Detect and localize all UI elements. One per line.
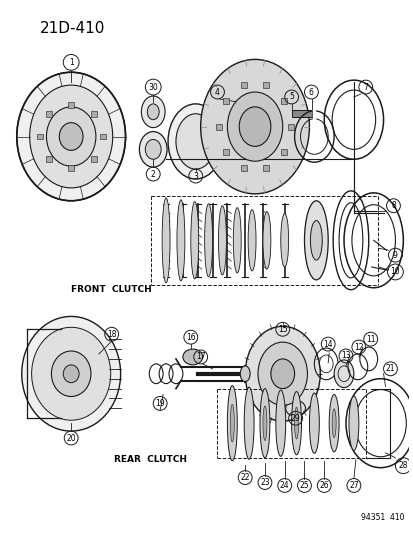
Ellipse shape bbox=[141, 96, 165, 127]
Ellipse shape bbox=[291, 392, 301, 455]
Ellipse shape bbox=[46, 107, 96, 166]
Text: 14: 14 bbox=[323, 340, 332, 349]
Ellipse shape bbox=[145, 140, 161, 159]
Ellipse shape bbox=[168, 104, 223, 179]
Bar bbox=[46, 111, 52, 117]
Bar bbox=[280, 98, 286, 104]
Ellipse shape bbox=[262, 212, 270, 269]
Ellipse shape bbox=[183, 349, 202, 365]
Text: 24: 24 bbox=[279, 481, 289, 490]
Bar bbox=[287, 124, 293, 130]
Text: 16: 16 bbox=[185, 333, 195, 342]
Text: 94351  410: 94351 410 bbox=[360, 513, 404, 522]
Text: 26: 26 bbox=[319, 481, 328, 490]
Bar bbox=[240, 82, 247, 88]
Ellipse shape bbox=[176, 114, 215, 169]
Ellipse shape bbox=[59, 123, 83, 150]
Ellipse shape bbox=[200, 59, 309, 194]
Bar bbox=[223, 98, 229, 104]
Bar bbox=[46, 156, 52, 162]
Bar bbox=[240, 165, 247, 171]
Bar bbox=[90, 156, 96, 162]
Ellipse shape bbox=[270, 359, 294, 389]
Text: 21D-410: 21D-410 bbox=[40, 21, 104, 36]
Text: 4: 4 bbox=[214, 87, 219, 96]
Ellipse shape bbox=[30, 85, 112, 188]
Ellipse shape bbox=[147, 104, 159, 120]
Bar bbox=[262, 165, 268, 171]
Text: 3: 3 bbox=[193, 172, 198, 181]
Text: 12: 12 bbox=[353, 343, 363, 352]
Ellipse shape bbox=[348, 396, 358, 450]
Ellipse shape bbox=[294, 407, 298, 439]
Text: 8: 8 bbox=[390, 201, 395, 210]
Text: 6: 6 bbox=[308, 87, 313, 96]
Ellipse shape bbox=[218, 206, 226, 275]
Ellipse shape bbox=[244, 387, 254, 459]
Bar bbox=[262, 82, 268, 88]
Text: 22: 22 bbox=[240, 473, 249, 482]
Text: 13: 13 bbox=[340, 351, 350, 360]
Ellipse shape bbox=[280, 214, 288, 267]
Bar bbox=[68, 165, 74, 171]
Ellipse shape bbox=[17, 72, 125, 201]
Text: 2: 2 bbox=[150, 169, 155, 179]
Bar bbox=[216, 124, 222, 130]
Ellipse shape bbox=[304, 201, 328, 280]
Ellipse shape bbox=[239, 107, 270, 147]
Ellipse shape bbox=[247, 209, 255, 271]
Bar bbox=[100, 134, 105, 140]
Text: 29: 29 bbox=[290, 414, 300, 423]
Text: 19: 19 bbox=[155, 399, 164, 408]
Text: 7: 7 bbox=[363, 83, 367, 92]
Ellipse shape bbox=[333, 360, 353, 387]
Ellipse shape bbox=[310, 221, 321, 260]
Ellipse shape bbox=[230, 405, 234, 442]
Ellipse shape bbox=[31, 327, 110, 420]
Ellipse shape bbox=[227, 385, 237, 461]
Ellipse shape bbox=[22, 317, 120, 431]
Ellipse shape bbox=[233, 208, 241, 273]
Ellipse shape bbox=[259, 389, 269, 458]
Ellipse shape bbox=[262, 406, 266, 440]
Bar bbox=[90, 111, 96, 117]
Ellipse shape bbox=[139, 132, 167, 167]
Ellipse shape bbox=[331, 409, 335, 438]
Ellipse shape bbox=[204, 204, 212, 277]
Text: 30: 30 bbox=[148, 83, 158, 92]
Ellipse shape bbox=[190, 202, 198, 279]
Ellipse shape bbox=[162, 198, 170, 283]
Bar bbox=[68, 102, 74, 108]
Text: 15: 15 bbox=[277, 325, 287, 334]
Bar bbox=[223, 149, 229, 155]
Text: 25: 25 bbox=[299, 481, 309, 490]
Text: 27: 27 bbox=[348, 481, 358, 490]
Text: REAR  CLUTCH: REAR CLUTCH bbox=[114, 455, 186, 464]
Bar bbox=[36, 134, 43, 140]
Text: 28: 28 bbox=[398, 461, 407, 470]
Ellipse shape bbox=[275, 390, 285, 456]
Bar bbox=[291, 110, 313, 117]
Text: 18: 18 bbox=[107, 330, 116, 338]
Text: 17: 17 bbox=[195, 352, 205, 361]
Text: 23: 23 bbox=[259, 478, 269, 487]
Text: FRONT  CLUTCH: FRONT CLUTCH bbox=[71, 285, 152, 294]
Ellipse shape bbox=[257, 342, 307, 406]
Bar bbox=[280, 149, 286, 155]
Ellipse shape bbox=[176, 200, 185, 281]
Ellipse shape bbox=[244, 326, 320, 421]
Ellipse shape bbox=[227, 92, 282, 161]
Ellipse shape bbox=[328, 394, 338, 452]
Text: 5: 5 bbox=[289, 92, 293, 101]
Ellipse shape bbox=[240, 366, 249, 382]
Text: 11: 11 bbox=[365, 335, 375, 344]
Text: 1: 1 bbox=[69, 58, 74, 67]
Text: 20: 20 bbox=[66, 433, 76, 442]
Text: 21: 21 bbox=[385, 365, 394, 373]
Text: 10: 10 bbox=[390, 268, 399, 277]
Ellipse shape bbox=[51, 351, 91, 397]
Ellipse shape bbox=[63, 365, 79, 383]
Text: 9: 9 bbox=[392, 251, 397, 260]
Ellipse shape bbox=[309, 393, 318, 454]
